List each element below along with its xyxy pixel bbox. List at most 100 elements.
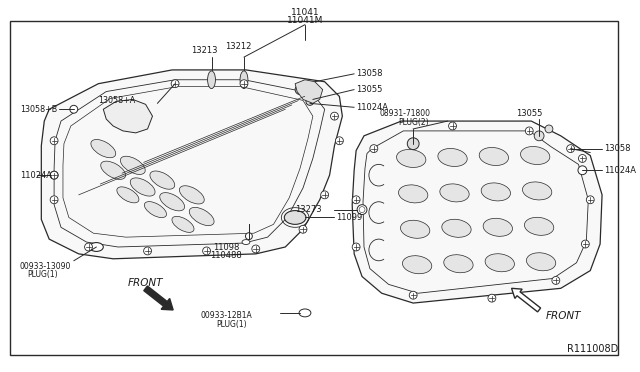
Ellipse shape: [399, 185, 428, 203]
Circle shape: [357, 205, 367, 215]
Circle shape: [545, 125, 553, 133]
Text: FRONT: FRONT: [128, 278, 163, 288]
Circle shape: [246, 233, 252, 240]
Circle shape: [299, 225, 307, 233]
Ellipse shape: [160, 193, 184, 211]
Ellipse shape: [520, 147, 550, 164]
Polygon shape: [42, 70, 342, 259]
Ellipse shape: [479, 147, 509, 166]
FancyArrow shape: [144, 286, 173, 310]
Circle shape: [50, 171, 58, 179]
Text: 13273: 13273: [295, 205, 322, 214]
Ellipse shape: [145, 202, 166, 218]
Ellipse shape: [481, 183, 511, 201]
Circle shape: [203, 247, 211, 255]
Ellipse shape: [91, 140, 116, 158]
Circle shape: [84, 243, 92, 251]
Text: 11099: 11099: [337, 213, 363, 222]
Text: 00933-12B1A: 00933-12B1A: [200, 311, 252, 320]
Text: 110488: 110488: [211, 251, 242, 260]
Text: 13213: 13213: [191, 46, 218, 55]
Text: 13058+A: 13058+A: [99, 96, 136, 105]
Circle shape: [321, 191, 328, 199]
Circle shape: [534, 131, 544, 141]
Circle shape: [525, 127, 533, 135]
Circle shape: [586, 196, 594, 204]
Circle shape: [449, 122, 456, 130]
Text: 11041: 11041: [291, 8, 319, 17]
Polygon shape: [352, 121, 602, 303]
Ellipse shape: [438, 148, 467, 167]
Circle shape: [409, 291, 417, 299]
Ellipse shape: [117, 187, 139, 203]
Circle shape: [330, 112, 339, 120]
Ellipse shape: [120, 156, 145, 174]
Ellipse shape: [524, 217, 554, 235]
Circle shape: [552, 276, 560, 284]
Ellipse shape: [284, 211, 306, 224]
Circle shape: [295, 85, 305, 94]
Circle shape: [488, 294, 496, 302]
Ellipse shape: [483, 218, 513, 236]
Circle shape: [50, 137, 58, 145]
Circle shape: [252, 245, 260, 253]
Ellipse shape: [442, 219, 471, 237]
Circle shape: [335, 137, 343, 145]
Circle shape: [50, 171, 58, 179]
Ellipse shape: [150, 171, 175, 189]
Ellipse shape: [527, 253, 556, 271]
Circle shape: [143, 247, 152, 255]
Text: 13055: 13055: [356, 85, 383, 94]
Text: 13058+B: 13058+B: [20, 105, 57, 114]
Text: 11024A: 11024A: [604, 166, 636, 175]
Ellipse shape: [130, 178, 155, 196]
Circle shape: [352, 196, 360, 204]
Text: 00933-13090: 00933-13090: [20, 262, 71, 271]
Circle shape: [240, 80, 248, 88]
Circle shape: [407, 138, 419, 150]
Ellipse shape: [397, 150, 426, 167]
Ellipse shape: [522, 182, 552, 200]
Circle shape: [578, 166, 587, 175]
Text: 08931-71800: 08931-71800: [380, 109, 431, 118]
Ellipse shape: [90, 243, 103, 251]
Polygon shape: [103, 99, 152, 133]
Text: 13055: 13055: [516, 109, 543, 118]
Text: PLUG(2): PLUG(2): [398, 118, 429, 126]
Circle shape: [370, 145, 378, 153]
Text: R111008D: R111008D: [566, 344, 618, 354]
Ellipse shape: [189, 207, 214, 225]
Ellipse shape: [440, 184, 469, 202]
Text: 11098: 11098: [213, 243, 239, 252]
Circle shape: [171, 80, 179, 88]
Ellipse shape: [401, 220, 430, 238]
Circle shape: [50, 196, 58, 204]
Ellipse shape: [485, 254, 515, 272]
Ellipse shape: [207, 71, 216, 89]
Text: 11024A: 11024A: [356, 103, 388, 112]
Text: 13212: 13212: [225, 42, 252, 51]
Text: 11024A: 11024A: [20, 171, 52, 180]
Ellipse shape: [299, 309, 311, 317]
Circle shape: [70, 105, 77, 113]
Text: PLUG(1): PLUG(1): [216, 320, 246, 329]
Ellipse shape: [240, 71, 248, 89]
Ellipse shape: [179, 186, 204, 204]
Ellipse shape: [100, 161, 125, 179]
FancyArrow shape: [511, 288, 541, 312]
Text: 13058: 13058: [356, 69, 383, 78]
Ellipse shape: [403, 256, 432, 274]
Circle shape: [306, 97, 314, 105]
Circle shape: [352, 243, 360, 251]
Polygon shape: [295, 80, 323, 103]
Text: PLUG(1): PLUG(1): [28, 270, 58, 279]
Circle shape: [566, 145, 575, 153]
Circle shape: [581, 240, 589, 248]
Ellipse shape: [172, 217, 194, 232]
Text: 11041M: 11041M: [287, 16, 323, 25]
Text: FRONT: FRONT: [546, 311, 582, 321]
Ellipse shape: [242, 240, 250, 244]
Ellipse shape: [444, 255, 473, 273]
Text: 13058: 13058: [604, 144, 630, 153]
Circle shape: [579, 154, 586, 163]
